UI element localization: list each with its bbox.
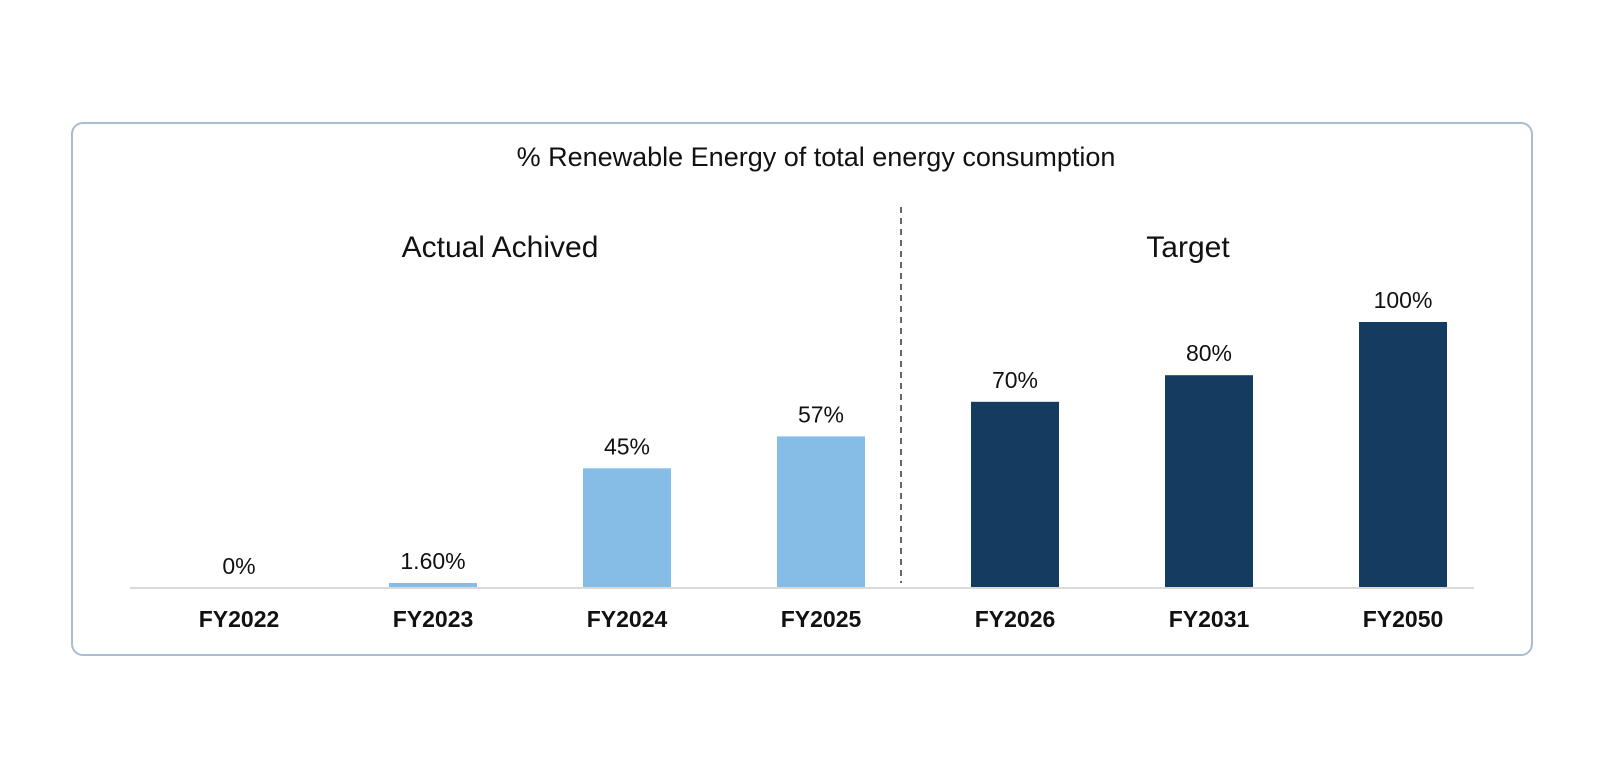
group-label-target: Target <box>1146 231 1230 264</box>
x-tick-fy2025: FY2025 <box>781 606 862 632</box>
value-label-fy2023: 1.60% <box>400 548 465 574</box>
bar-fy2031 <box>1165 375 1253 588</box>
x-tick-fy2026: FY2026 <box>975 606 1056 632</box>
x-tick-fy2022: FY2022 <box>199 606 280 632</box>
bars-layer <box>389 322 1447 588</box>
bar-fy2023 <box>389 583 477 588</box>
chart-title: % Renewable Energy of total energy consu… <box>517 142 1116 172</box>
tick-labels-layer: FY2022 FY2023 FY2024 FY2025 FY2026 FY2031 FY20… <box>199 606 1444 632</box>
value-label-fy2050: 100% <box>1374 287 1433 313</box>
bar-fy2050 <box>1359 322 1447 588</box>
x-tick-fy2024: FY2024 <box>587 606 668 632</box>
value-label-fy2024: 45% <box>604 433 650 459</box>
value-label-fy2031: 80% <box>1186 340 1232 366</box>
value-label-fy2022: 0% <box>222 553 255 579</box>
group-label-actual: Actual Achived <box>402 231 599 264</box>
bar-fy2025 <box>777 436 865 588</box>
bar-fy2026 <box>971 401 1059 588</box>
x-tick-fy2031: FY2031 <box>1169 606 1250 632</box>
value-label-fy2025: 57% <box>798 401 844 427</box>
bar-fy2024 <box>583 468 671 588</box>
value-label-fy2026: 70% <box>992 367 1038 393</box>
x-tick-fy2050: FY2050 <box>1363 606 1444 632</box>
value-labels-layer: 0% 1.60% 45% 57% 70% 80% 100% <box>222 287 1432 579</box>
x-tick-fy2023: FY2023 <box>393 606 474 632</box>
